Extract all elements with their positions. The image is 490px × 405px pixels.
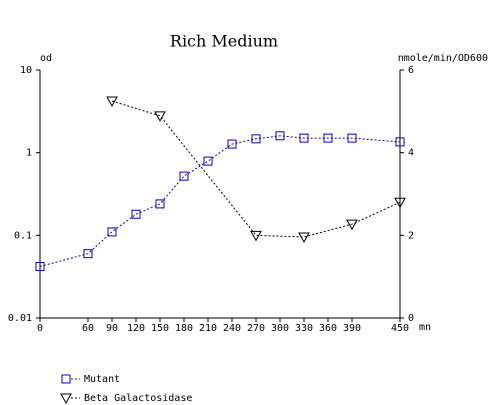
y-tick-label: 1: [26, 148, 32, 159]
x-tick-label: 450: [391, 323, 409, 334]
x-tick-label: 90: [106, 323, 118, 334]
marker: [250, 230, 262, 242]
marker: [394, 197, 406, 209]
marker: [395, 137, 405, 147]
x-tick-label: 150: [151, 323, 169, 334]
x-tick-label: 270: [247, 323, 265, 334]
marker: [346, 219, 358, 231]
x-tick-label: 240: [223, 323, 241, 334]
x-axis-label: mn: [419, 322, 431, 333]
marker: [131, 209, 141, 219]
y-tick-label: 10: [20, 65, 32, 76]
y2-tick-label: 2: [408, 230, 414, 241]
marker: [179, 171, 189, 181]
marker: [347, 133, 357, 143]
marker: [298, 232, 310, 244]
marker: [227, 139, 237, 149]
x-tick-label: 360: [319, 323, 337, 334]
x-tick-label: 390: [343, 323, 361, 334]
marker: [275, 131, 285, 141]
y2-tick-label: 4: [408, 148, 414, 159]
x-tick-label: 120: [127, 323, 145, 334]
x-tick-label: 0: [37, 323, 43, 334]
y-tick-label: 0.1: [14, 230, 32, 241]
legend-marker: [61, 374, 71, 384]
y2-axis-label: nmole/min/OD600: [398, 53, 488, 64]
marker: [154, 111, 166, 122]
marker: [107, 227, 117, 237]
y-tick-label: 0.01: [8, 313, 32, 324]
marker: [35, 261, 45, 271]
series-line: [111, 100, 401, 238]
legend-label: Mutant: [84, 374, 120, 385]
marker: [299, 133, 309, 143]
marker: [323, 133, 333, 143]
marker: [203, 156, 213, 166]
marker: [106, 96, 118, 108]
legend-label: Beta Galactosidase: [84, 393, 192, 404]
marker: [83, 249, 93, 259]
x-tick-label: 330: [295, 323, 313, 334]
x-tick-label: 210: [199, 323, 217, 334]
series-line: [39, 135, 401, 267]
y-axis-label: od: [40, 53, 52, 64]
marker: [155, 199, 165, 209]
marker: [251, 134, 261, 144]
y2-tick-label: 0: [408, 313, 414, 324]
y2-tick-label: 6: [408, 65, 414, 76]
x-tick-label: 180: [175, 323, 193, 334]
legend-marker: [60, 393, 72, 405]
x-tick-label: 300: [271, 323, 289, 334]
chart-title: Rich Medium: [170, 32, 278, 51]
x-tick-label: 60: [82, 323, 94, 334]
